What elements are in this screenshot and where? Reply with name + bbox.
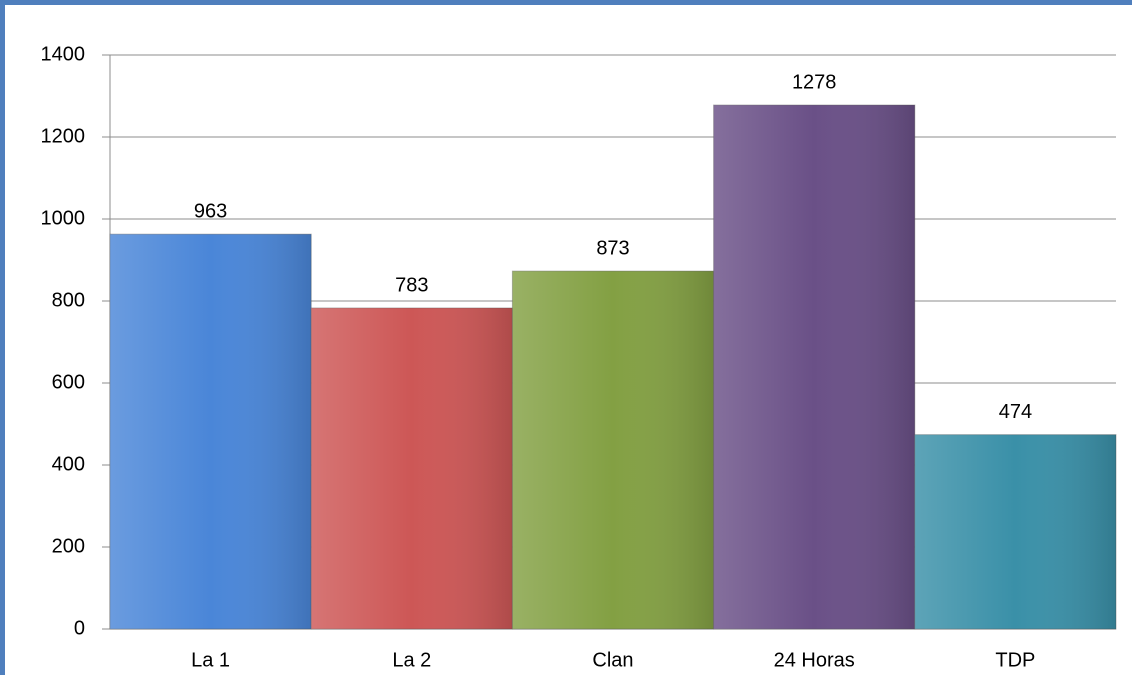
data-label: 963 [194, 200, 227, 222]
data-label: 783 [395, 274, 428, 296]
y-tick-label: 1200 [41, 125, 86, 147]
x-tick-label: TDP [995, 649, 1035, 671]
data-label: 474 [999, 401, 1032, 423]
y-tick-label: 200 [52, 535, 85, 557]
x-tick-label: 24 Horas [774, 649, 855, 671]
frame-top [0, 0, 1132, 5]
x-tick-label: La 2 [392, 649, 431, 671]
y-tick-label: 0 [74, 617, 85, 639]
bar-shade [311, 307, 513, 629]
bar-shade [110, 234, 312, 630]
y-tick-label: 1000 [41, 207, 86, 229]
data-label: 873 [596, 237, 629, 259]
bar-shade [914, 434, 1116, 629]
y-tick-label: 600 [52, 371, 85, 393]
data-label: 1278 [792, 71, 837, 93]
x-tick-label: Clan [592, 649, 633, 671]
x-tick-label: La 1 [191, 649, 230, 671]
y-tick-label: 400 [52, 453, 85, 475]
y-tick-label: 1400 [41, 43, 86, 65]
y-tick-label: 800 [52, 289, 85, 311]
bar-shade [713, 105, 915, 629]
bar-shade [512, 271, 714, 629]
frame-left [0, 0, 5, 675]
